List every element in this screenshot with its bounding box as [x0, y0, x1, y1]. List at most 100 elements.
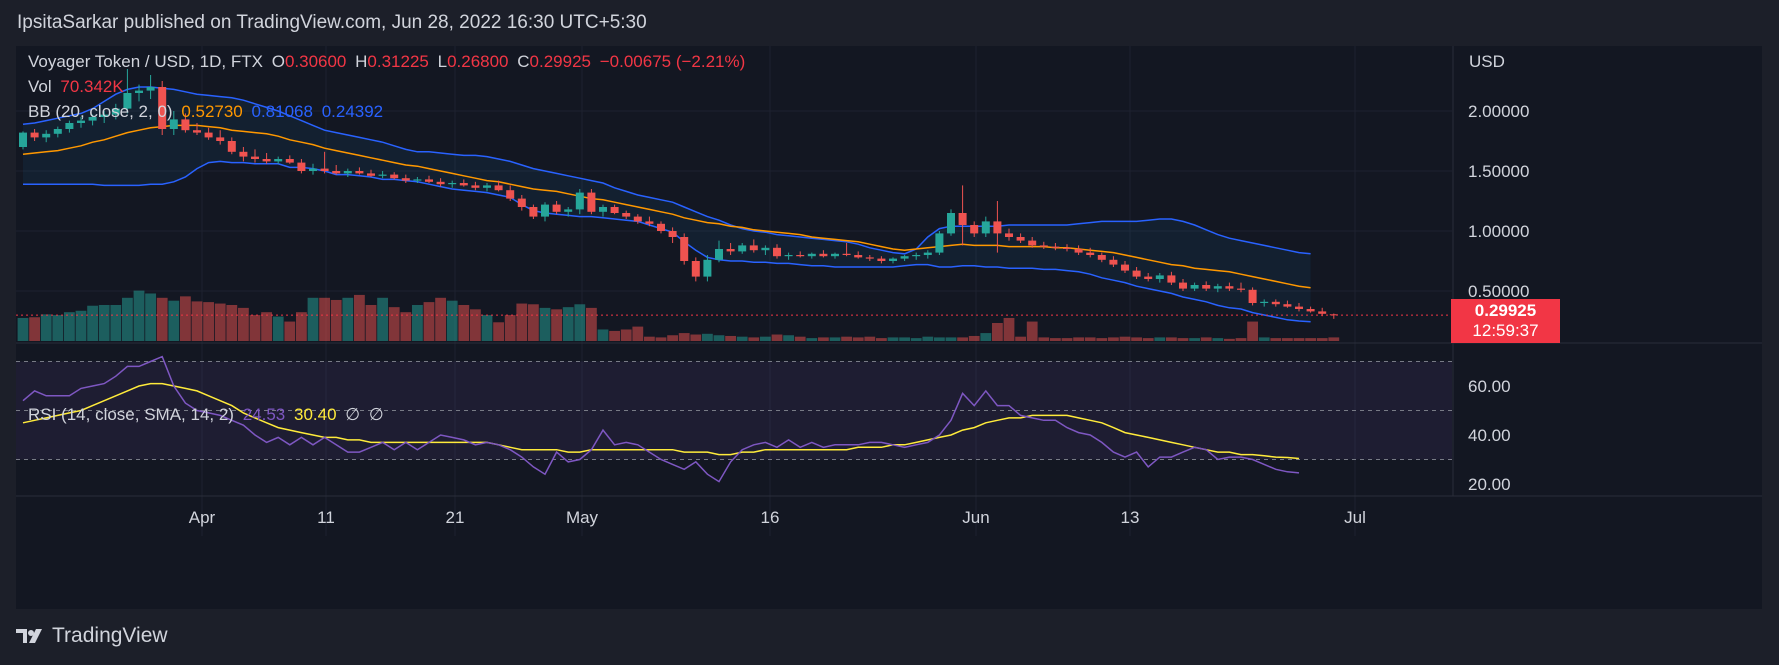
- volume-bar: [52, 315, 64, 341]
- volume-bar: [1177, 338, 1189, 341]
- candle-body: [216, 137, 225, 141]
- candle-body: [1039, 245, 1048, 247]
- volume-bar: [516, 303, 528, 341]
- currency-label: USD: [1469, 52, 1505, 71]
- candle-body: [320, 168, 329, 171]
- candle: [912, 252, 921, 260]
- candle-body: [494, 185, 503, 191]
- volume-bar: [876, 338, 887, 341]
- candle-body: [1237, 288, 1245, 290]
- volume-bar: [1131, 337, 1142, 341]
- volume-bar: [249, 315, 261, 341]
- candle-body: [169, 119, 178, 129]
- candle-body: [947, 213, 955, 234]
- chart-frame[interactable]: 2.00000 1.50000 1.00000 0.50000 Apr 11 21 May 16…: [16, 46, 1762, 609]
- candle-body: [761, 247, 770, 251]
- candle: [111, 103, 120, 120]
- candle-body: [854, 255, 863, 258]
- candle-body: [575, 192, 584, 210]
- rsi-ma-value: 30.40: [293, 405, 337, 424]
- volume-bar: [377, 297, 388, 341]
- candle: [262, 153, 271, 164]
- volume-bar: [412, 305, 423, 341]
- candle-body: [53, 129, 62, 134]
- volume-bar: [1235, 338, 1247, 341]
- volume-bar: [899, 337, 910, 341]
- volume-bar: [122, 297, 133, 341]
- candle: [749, 239, 758, 253]
- volume-bar: [214, 303, 226, 341]
- candle-body: [1109, 259, 1118, 265]
- time-tick-label: 11: [317, 508, 335, 527]
- bb-label: BB (20, close, 2, 0): [28, 102, 173, 121]
- candle: [413, 177, 422, 183]
- candle: [251, 149, 259, 163]
- candle: [1132, 267, 1141, 279]
- candle: [796, 251, 805, 258]
- candle-body: [1248, 289, 1257, 303]
- volume-bar: [748, 337, 760, 341]
- rsi-label: RSI (14, close, SMA, 14, 2): [28, 405, 234, 424]
- candle: [216, 130, 225, 145]
- rsi-line: [22, 355, 1300, 483]
- candle-body: [19, 132, 27, 147]
- volume-bar: [307, 297, 319, 341]
- candle-body: [1063, 247, 1071, 249]
- candle-body: [77, 120, 85, 123]
- volume-bar: [458, 305, 470, 341]
- candle-body: [889, 258, 897, 261]
- volume-bar: [1270, 338, 1282, 341]
- candle: [19, 131, 27, 150]
- volume-bar: [957, 337, 968, 341]
- candle: [610, 204, 619, 215]
- volume-bar: [644, 336, 655, 341]
- rsi-tick-label: 20.00: [1468, 475, 1511, 494]
- volume-bar: [342, 297, 354, 341]
- candle-body: [30, 132, 39, 138]
- candle-body: [135, 90, 143, 93]
- rsi-ma-line: [22, 382, 1300, 460]
- volume-bar: [1247, 321, 1258, 341]
- chart-canvas[interactable]: 2.00000 1.50000 1.00000 0.50000 Apr 11 21 May 16…: [16, 46, 1762, 609]
- volume-bar: [841, 336, 852, 341]
- candle-body: [529, 207, 538, 217]
- open-value: 0.30600: [284, 52, 347, 71]
- candle: [401, 174, 410, 183]
- candle-body: [552, 204, 561, 212]
- candle-body: [1329, 314, 1338, 316]
- rsi-pane: [16, 355, 1452, 483]
- volume-bars: [17, 290, 1340, 341]
- volume-bar: [330, 299, 342, 341]
- volume-bar: [794, 336, 806, 341]
- volume-bar: [1061, 338, 1073, 341]
- volume-bar: [771, 334, 783, 341]
- candle: [807, 252, 816, 259]
- candle-body: [123, 93, 132, 109]
- candle-body: [1144, 276, 1153, 279]
- candle-body: [1086, 252, 1095, 255]
- volume-bar: [887, 337, 899, 341]
- volume-bar: [29, 317, 40, 341]
- candle-body: [981, 221, 990, 234]
- candle-body: [958, 213, 967, 225]
- candle: [657, 221, 665, 234]
- candle: [889, 257, 897, 264]
- volume-bar: [296, 312, 307, 341]
- candle-body: [390, 174, 399, 179]
- volume-bar: [539, 307, 551, 341]
- volume-bar: [1142, 338, 1154, 341]
- candle: [552, 201, 561, 215]
- grid: [16, 46, 1762, 536]
- candle: [506, 185, 515, 201]
- candle: [448, 180, 457, 188]
- candle-body: [1074, 249, 1083, 253]
- volume-bar: [238, 307, 249, 341]
- candle: [169, 111, 178, 135]
- candle-body: [599, 207, 607, 212]
- candle-body: [413, 179, 422, 181]
- candle: [784, 252, 793, 260]
- candle: [587, 189, 596, 215]
- candle: [1225, 282, 1234, 291]
- candle: [738, 243, 747, 254]
- footer-brand[interactable]: TradingView: [16, 624, 168, 648]
